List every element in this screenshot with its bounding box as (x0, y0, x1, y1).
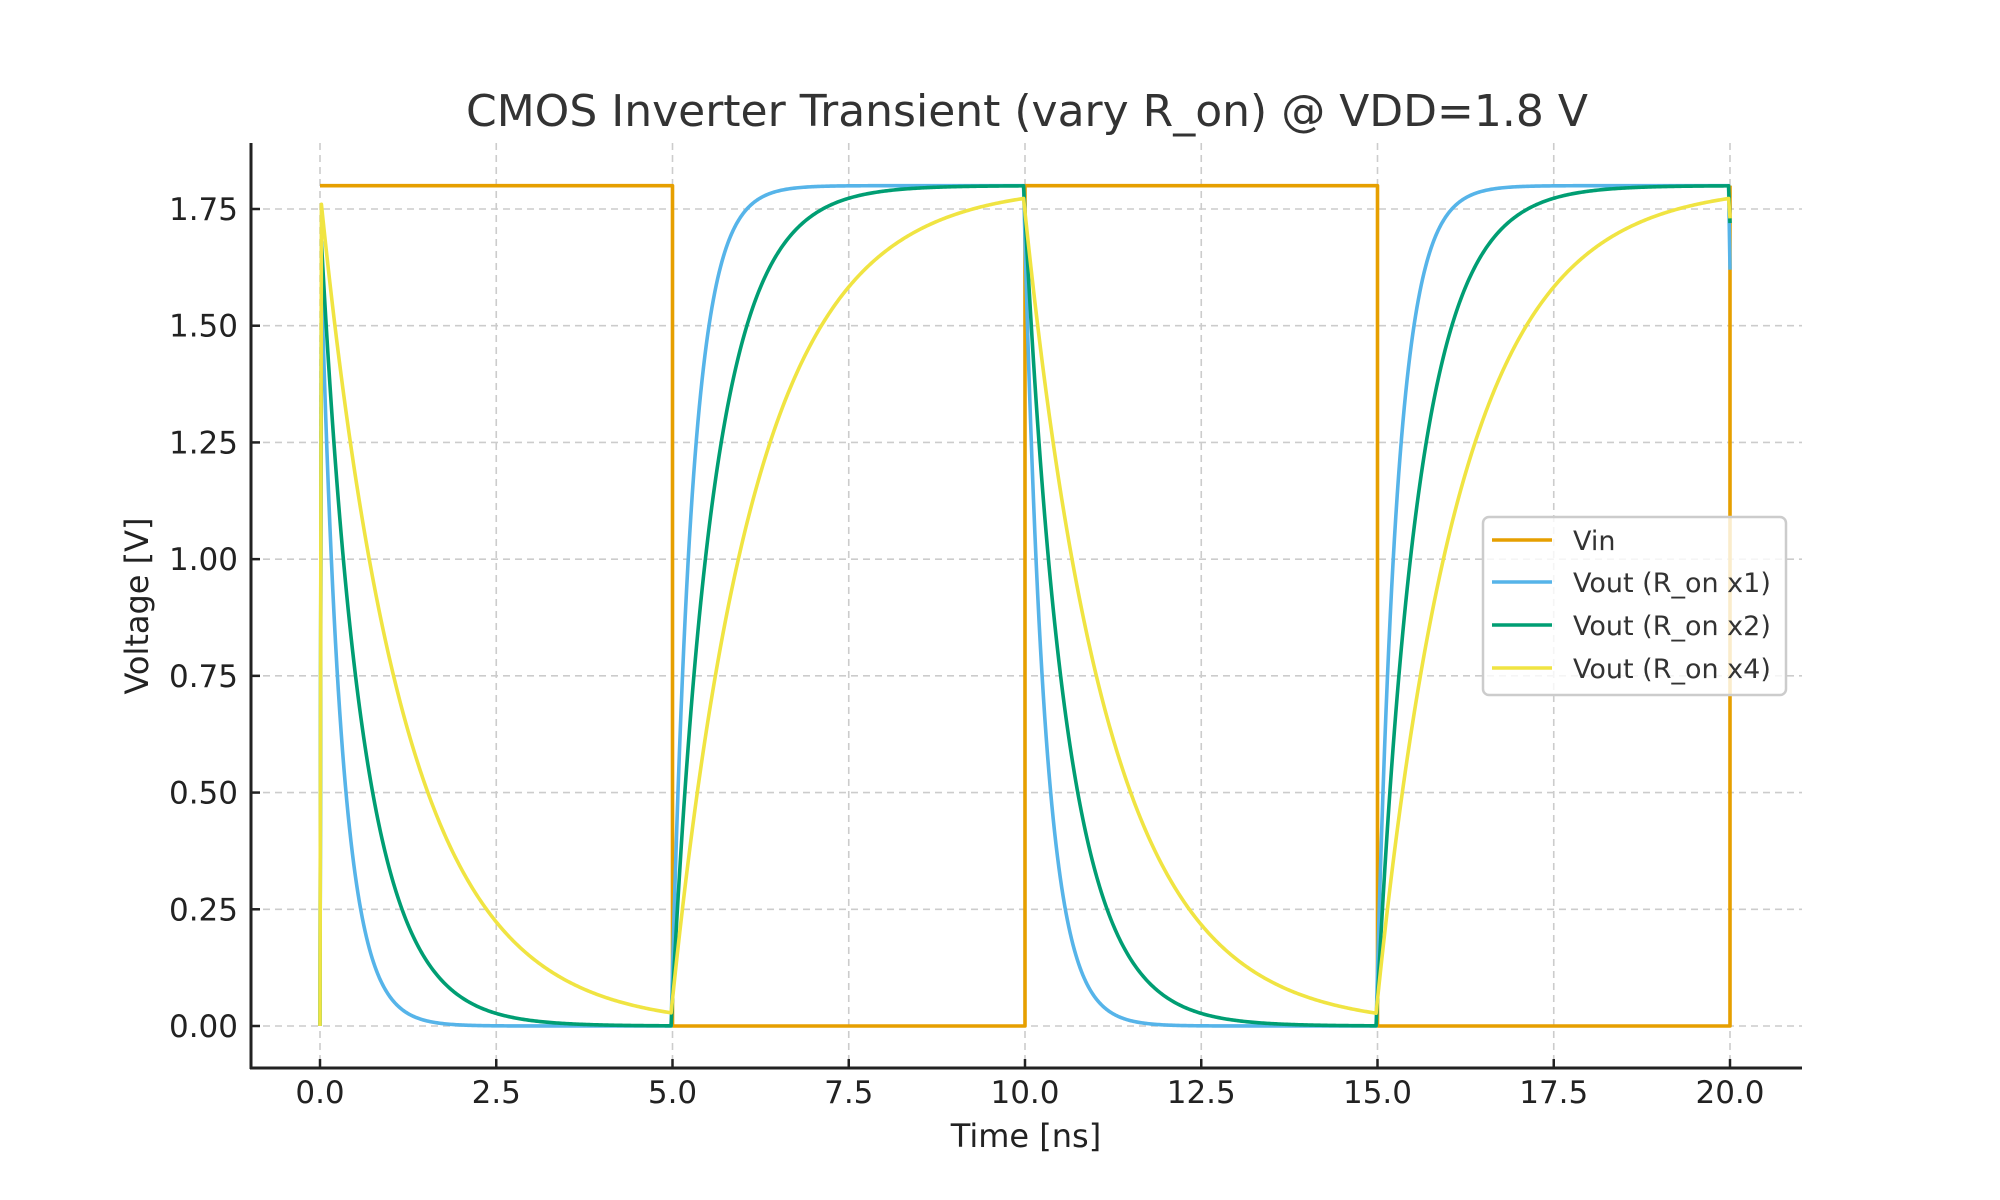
y-tick-label: 1.25 (169, 425, 238, 461)
legend-label-vout-x2: Vout (R_on x2) (1573, 611, 1771, 642)
legend-frame (1481, 515, 1788, 697)
x-tick-label: 5.0 (648, 1075, 697, 1111)
y-tick-label: 0.00 (169, 1009, 238, 1045)
legend-item-vout-x1: Vout (R_on x1) (1492, 568, 1771, 599)
y-tick-label: 1.00 (169, 542, 238, 578)
x-tick-label: 10.0 (990, 1075, 1059, 1111)
tick-layer: 0.0 2.5 5.0 7.5 10.0 12.5 15.0 17.5 20.0 0.00 0.25… (169, 192, 1765, 1111)
x-tick-label: 0.0 (295, 1075, 344, 1111)
legend-item-vin: Vin (1492, 526, 1616, 557)
x-axis-label: Time [ns] (950, 1117, 1101, 1155)
legend-item-vout-x4: Vout (R_on x4) (1492, 654, 1771, 685)
legend-label-vout-x4: Vout (R_on x4) (1573, 654, 1771, 685)
series-layer (318, 183, 1732, 1028)
y-tick-label: 1.75 (169, 192, 238, 228)
y-axis-label: Voltage [V] (118, 517, 156, 694)
legend-label-vin: Vin (1573, 526, 1616, 557)
x-tick-label: 2.5 (472, 1075, 521, 1111)
legend: Vin Vout (R_on x1) Vout (R_on x2) Vout (… (1481, 515, 1788, 697)
x-tick-label: 17.5 (1519, 1075, 1588, 1111)
legend-item-vout-x2: Vout (R_on x2) (1492, 611, 1771, 642)
y-tick-label: 0.25 (169, 892, 238, 928)
legend-label-vout-x1: Vout (R_on x1) (1573, 568, 1771, 599)
y-tick-label: 0.50 (169, 776, 238, 812)
y-tick-label: 1.50 (169, 309, 238, 345)
series-line-vout-x4 (318, 196, 1732, 1027)
x-tick-label: 15.0 (1343, 1075, 1412, 1111)
x-tick-label: 20.0 (1695, 1075, 1764, 1111)
x-tick-label: 12.5 (1167, 1075, 1236, 1111)
chart-title: CMOS Inverter Transient (vary R_on) @ VD… (466, 86, 1588, 137)
y-tick-label: 0.75 (169, 659, 238, 695)
x-tick-label: 7.5 (824, 1075, 873, 1111)
